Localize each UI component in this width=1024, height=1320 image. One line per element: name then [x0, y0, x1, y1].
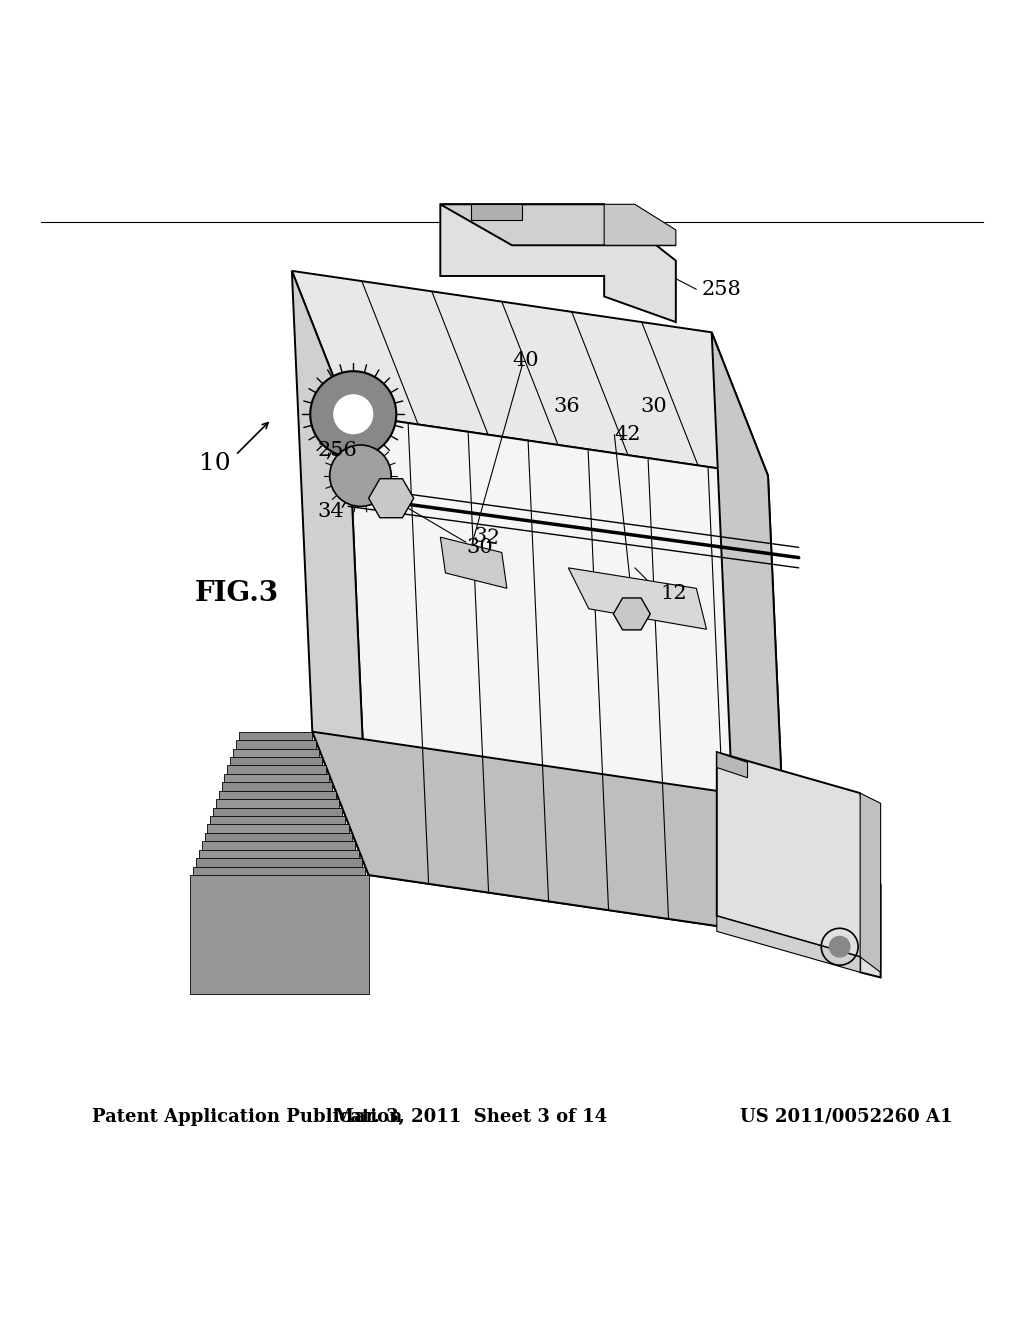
- Polygon shape: [239, 731, 312, 781]
- Polygon shape: [216, 799, 339, 880]
- Polygon shape: [190, 875, 369, 994]
- Polygon shape: [440, 537, 507, 589]
- Text: 36: 36: [553, 396, 580, 416]
- Polygon shape: [717, 916, 860, 973]
- Polygon shape: [604, 205, 676, 246]
- Polygon shape: [210, 816, 345, 906]
- Circle shape: [334, 395, 373, 433]
- Text: 30: 30: [466, 537, 493, 557]
- Text: 34: 34: [317, 502, 344, 521]
- Polygon shape: [440, 205, 676, 246]
- Circle shape: [310, 371, 396, 457]
- Polygon shape: [199, 850, 358, 956]
- Text: 30: 30: [640, 396, 667, 416]
- Polygon shape: [230, 756, 323, 818]
- Circle shape: [330, 445, 391, 507]
- Polygon shape: [221, 783, 332, 855]
- Polygon shape: [712, 333, 788, 936]
- Polygon shape: [202, 841, 355, 944]
- Polygon shape: [860, 793, 881, 973]
- Polygon shape: [717, 752, 748, 777]
- Polygon shape: [369, 479, 414, 517]
- Polygon shape: [440, 205, 676, 322]
- Polygon shape: [224, 774, 329, 843]
- Polygon shape: [236, 741, 315, 793]
- Polygon shape: [208, 825, 349, 919]
- Text: FIG.3: FIG.3: [195, 579, 279, 607]
- Text: 12: 12: [660, 583, 687, 603]
- Text: 42: 42: [614, 425, 641, 445]
- Polygon shape: [213, 808, 342, 894]
- Polygon shape: [227, 766, 326, 832]
- Text: 256: 256: [317, 441, 357, 459]
- Polygon shape: [717, 752, 881, 977]
- Polygon shape: [348, 414, 788, 936]
- Polygon shape: [568, 568, 707, 630]
- Polygon shape: [194, 867, 366, 981]
- Text: Mar. 3, 2011  Sheet 3 of 14: Mar. 3, 2011 Sheet 3 of 14: [335, 1107, 607, 1126]
- Text: 40: 40: [512, 351, 539, 371]
- Polygon shape: [312, 731, 788, 936]
- Polygon shape: [292, 271, 768, 475]
- Polygon shape: [232, 748, 318, 807]
- Polygon shape: [205, 833, 352, 931]
- Polygon shape: [292, 271, 369, 875]
- Polygon shape: [471, 205, 522, 219]
- Text: 10: 10: [200, 451, 230, 475]
- Polygon shape: [197, 858, 362, 969]
- Text: 258: 258: [701, 280, 741, 298]
- Polygon shape: [613, 598, 650, 630]
- Text: 32: 32: [472, 525, 501, 548]
- Polygon shape: [219, 791, 336, 869]
- Circle shape: [829, 936, 850, 957]
- Text: US 2011/0052260 A1: US 2011/0052260 A1: [739, 1107, 952, 1126]
- Text: Patent Application Publication: Patent Application Publication: [92, 1107, 402, 1126]
